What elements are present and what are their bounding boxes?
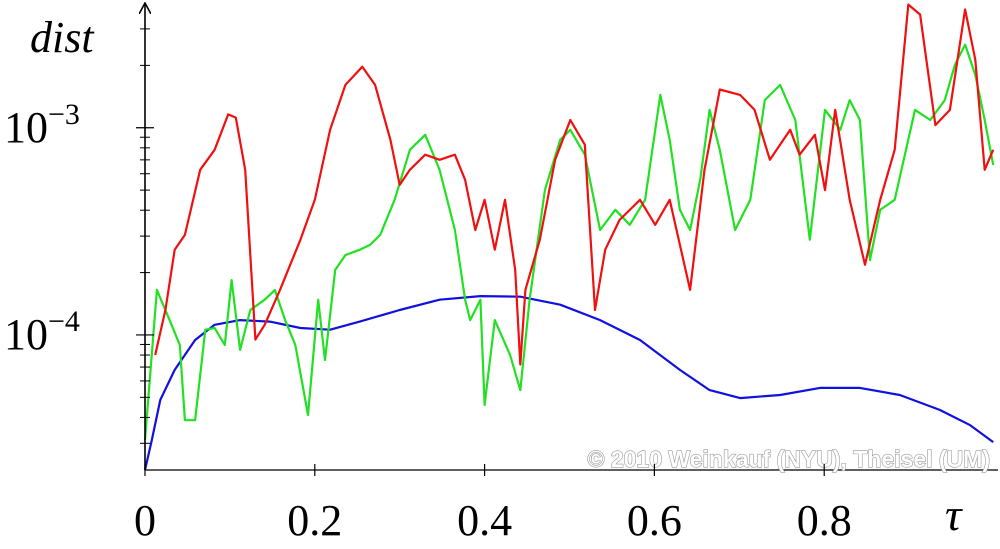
series-line: [154, 3, 995, 366]
y-tick-label: 10−4: [4, 305, 80, 359]
x-tick-label: 0: [134, 496, 156, 545]
x-tick-label: 0.2: [287, 496, 342, 545]
x-tick-label: 0.6: [627, 496, 682, 545]
series-line: [143, 295, 994, 471]
x-axis-label: τ: [945, 489, 963, 540]
y-tick-label: 10−3: [4, 98, 80, 152]
plot-area: [143, 3, 995, 471]
watermark: © 2010 Weinkauf (NYU), Theisel (UM): [588, 446, 991, 472]
x-tick-label: 0.4: [457, 496, 512, 545]
y-axis-label: dist: [30, 13, 95, 62]
series-line: [143, 43, 995, 441]
x-tick-label: 0.8: [797, 496, 852, 545]
